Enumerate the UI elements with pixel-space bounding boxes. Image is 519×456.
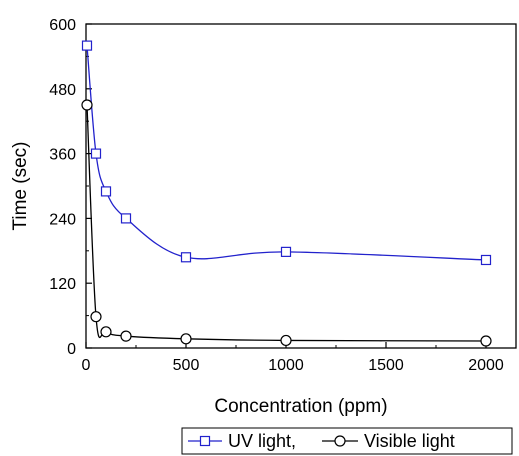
- series-curves: [86, 45, 487, 342]
- series-line-1: [86, 104, 487, 342]
- x-axis-title: Concentration (ppm): [214, 396, 387, 417]
- legend-uv-label: UV light,: [228, 431, 296, 451]
- legend-box: [181, 427, 513, 455]
- data-point-uv: [280, 246, 292, 257]
- y-tick-label: 600: [49, 17, 76, 34]
- series-markers: [81, 40, 492, 347]
- x-tick-label: 2000: [468, 357, 504, 374]
- x-tick-label: 500: [173, 357, 200, 374]
- x-tick-label: 1000: [268, 357, 304, 374]
- legend: UV light, Visible light: [181, 427, 513, 455]
- data-point-uv: [120, 213, 132, 224]
- x-tick-label: 0: [82, 357, 91, 374]
- series-line-0: [86, 45, 487, 261]
- data-point-uv: [100, 186, 112, 197]
- data-point-uv: [480, 254, 492, 266]
- data-point-visible: [180, 333, 192, 345]
- data-point-visible: [90, 311, 102, 323]
- y-tick-label: 0: [67, 341, 76, 358]
- data-point-visible: [120, 330, 132, 342]
- legend-visible-marker: [334, 435, 346, 447]
- x-tick-label: 1500: [368, 357, 404, 374]
- y-axis-ticks: 0 120 240 360 480 600: [49, 17, 92, 358]
- data-point-visible: [280, 334, 292, 347]
- y-tick-label: 240: [49, 211, 76, 228]
- plot-frame: [85, 23, 517, 349]
- y-axis-title: Time (sec): [10, 141, 31, 230]
- legend-uv-marker: [199, 435, 211, 447]
- data-point-visible: [100, 326, 112, 338]
- data-point-visible: [81, 99, 93, 111]
- y-tick-label: 120: [49, 276, 76, 293]
- data-point-uv: [90, 148, 102, 159]
- y-tick-label: 360: [49, 147, 76, 164]
- x-axis-ticks: 0 500 1000 1500 2000: [82, 342, 504, 374]
- legend-visible-label: Visible light: [364, 431, 455, 451]
- plot-border: [85, 23, 517, 349]
- data-point-uv: [81, 40, 93, 51]
- y-tick-label: 480: [49, 82, 76, 99]
- data-point-visible: [480, 335, 492, 347]
- data-point-uv: [180, 252, 192, 263]
